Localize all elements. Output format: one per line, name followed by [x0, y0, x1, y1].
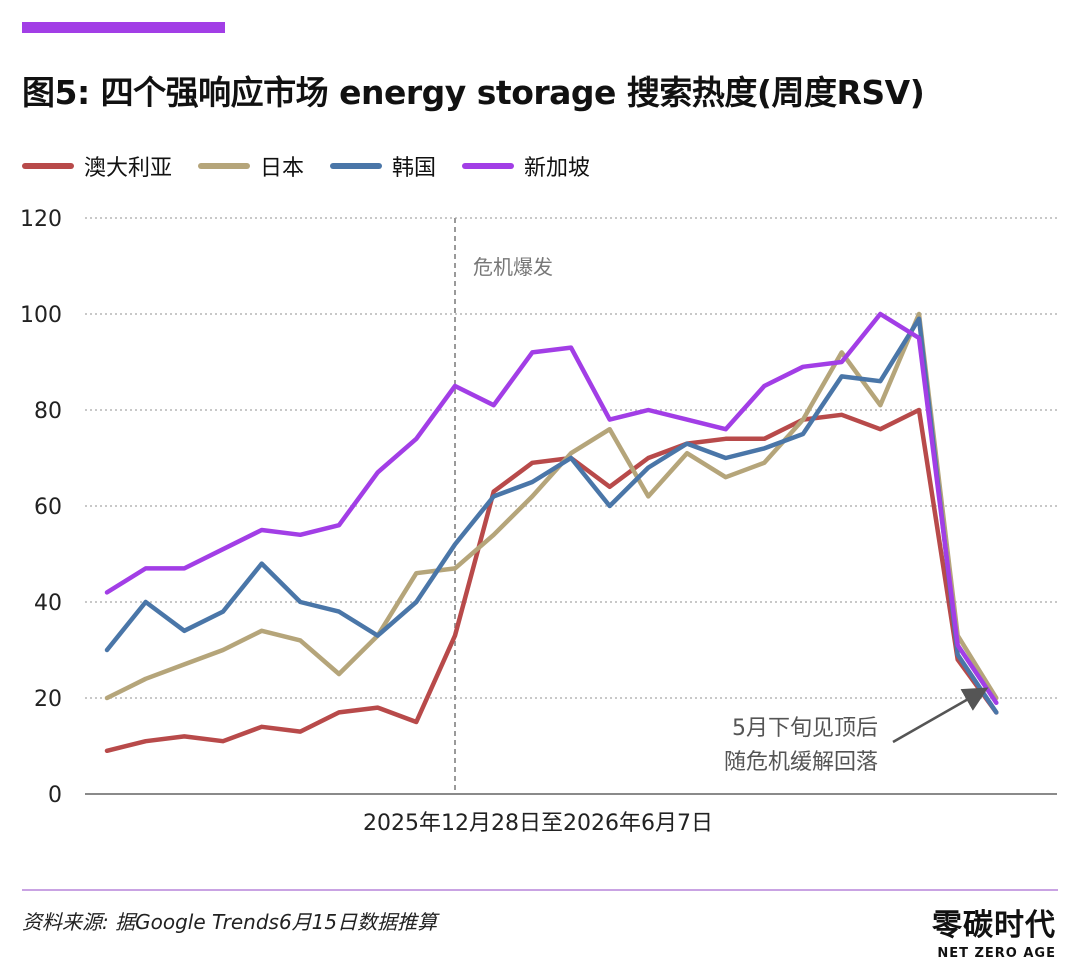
logo-main-text: 零碳时代 — [932, 908, 1056, 943]
footer-divider — [22, 889, 1058, 891]
chart-title: 图5: 四个强响应市场 energy storage 搜索热度(周度RSV) — [22, 73, 925, 112]
series-line-0 — [104, 407, 999, 754]
legend-label-japan: 日本 — [260, 156, 305, 181]
series-line-1 — [104, 311, 999, 701]
annotation-line-2: 随危机缓解回落 — [724, 750, 878, 775]
legend-label-singapore: 新加坡 — [524, 156, 591, 181]
annotation-arrow — [892, 687, 989, 744]
series-line-3 — [104, 311, 999, 706]
annotation-line-1: 5月下旬见顶后 — [732, 716, 878, 741]
legend-item-singapore: 新加坡 — [462, 150, 590, 182]
crisis-annotation: 危机爆发 — [473, 255, 553, 279]
legend-swatch-japan — [198, 163, 251, 169]
y-tick-label: 120 — [20, 207, 62, 232]
legend-item-japan: 日本 — [198, 150, 304, 182]
legend-label-korea: 韩国 — [392, 156, 437, 181]
logo: 零碳时代 NET ZERO AGE — [932, 900, 1056, 961]
series-line-2 — [104, 316, 999, 715]
y-tick-label: 0 — [48, 783, 62, 808]
y-tick-label: 100 — [20, 303, 62, 328]
y-tick-label: 40 — [34, 591, 62, 616]
legend-item-australia: 澳大利亚 — [22, 150, 172, 182]
y-tick-label: 60 — [34, 495, 62, 520]
legend-swatch-singapore — [462, 163, 515, 169]
accent-bar — [22, 22, 225, 33]
source-note: 资料来源: 据Google Trends6月15日数据推算 — [22, 910, 438, 934]
legend-item-korea: 韩国 — [330, 150, 436, 182]
legend: 澳大利亚 日本 韩国 新加坡 — [22, 150, 590, 182]
y-tick-label: 20 — [34, 687, 62, 712]
logo-sub-text: NET ZERO AGE — [937, 946, 1056, 961]
legend-swatch-korea — [330, 163, 383, 169]
legend-swatch-australia — [22, 163, 74, 169]
y-tick-label: 80 — [34, 399, 62, 424]
x-axis-label: 2025年12月28日至2026年6月7日 — [363, 811, 713, 836]
legend-label-australia: 澳大利亚 — [84, 156, 173, 181]
